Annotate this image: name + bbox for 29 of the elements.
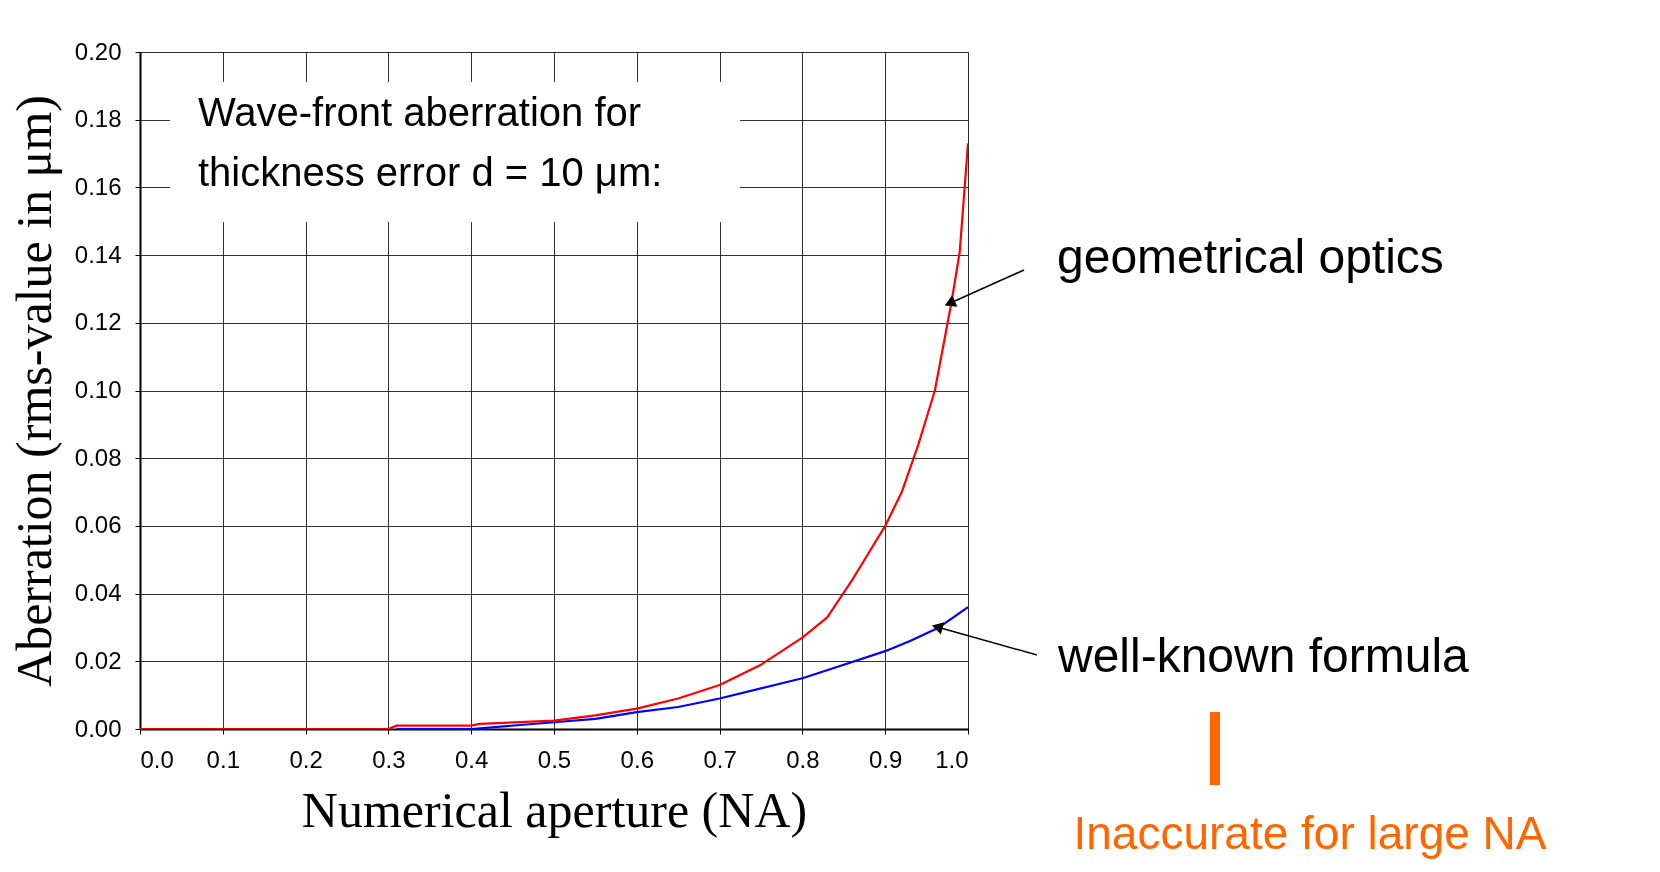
x-tick-label: 0.5 xyxy=(537,745,572,773)
x-tick-label: 0.1 xyxy=(206,745,240,773)
line-series xyxy=(395,606,968,729)
text: Inaccurate for large NA xyxy=(1073,807,1547,859)
y-tick-label: 0.10 xyxy=(74,376,122,403)
legend-label: well-known formula xyxy=(1057,629,1470,682)
x-tick-label: 0.7 xyxy=(703,745,737,773)
y-axis-title: Aberration (rms-value in μm) xyxy=(5,95,62,687)
y-tick-label: 0.18 xyxy=(74,105,122,133)
x-tick-label: 0.9 xyxy=(869,745,903,773)
x-tick-label: 1.0 xyxy=(935,745,969,773)
x-axis-title: Numerical aperture (NA) xyxy=(301,781,808,838)
x-tick-label: 0.8 xyxy=(786,745,820,773)
x-tick-label: 0.6 xyxy=(620,745,654,773)
y-tick-label: 0.02 xyxy=(74,646,122,674)
legend-label: geometrical optics xyxy=(1057,230,1444,283)
y-tick-label: 0.20 xyxy=(74,37,122,65)
y-tick-label: 0.08 xyxy=(74,443,122,471)
y-tick-label: 0.14 xyxy=(74,240,122,268)
x-tick-label: 0.2 xyxy=(289,745,323,773)
y-tick-label: 0.04 xyxy=(74,579,122,607)
y-tick-label: 0.16 xyxy=(74,172,122,200)
x-tick-label: 0.0 xyxy=(140,745,174,773)
annotation: Wave-front aberration for thickness error d = 10 μm: xyxy=(198,90,663,194)
x-tick-label: 0.4 xyxy=(455,745,489,773)
y-tick-label: 0.06 xyxy=(74,511,122,539)
x-tick-label: 0.3 xyxy=(372,745,406,773)
y-tick-label: 0.12 xyxy=(74,308,122,336)
y-tick-label: 0.00 xyxy=(74,714,122,742)
